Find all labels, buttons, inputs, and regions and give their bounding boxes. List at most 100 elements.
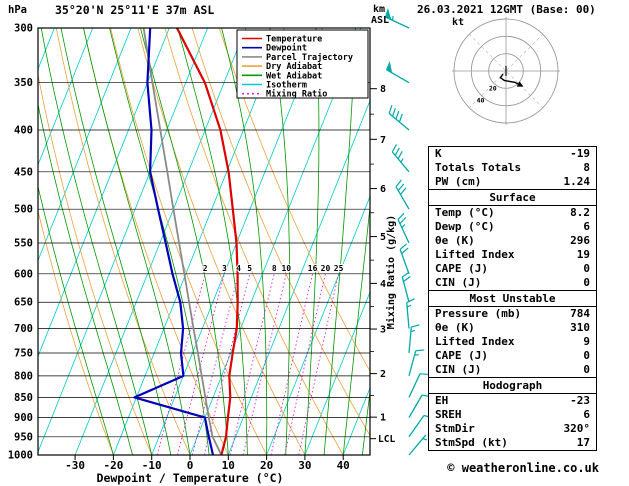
index-label: CIN (J)	[435, 276, 482, 289]
section-header: Surface	[429, 190, 596, 206]
index-row: StmSpd (kt) 17	[429, 436, 596, 450]
svg-text:25: 25	[334, 264, 344, 273]
station-title: 35°20'N 25°11'E 37m ASL	[55, 3, 215, 17]
index-value: 0	[583, 262, 590, 275]
index-value: -19	[570, 147, 590, 160]
index-label: Totals Totals	[435, 161, 522, 174]
svg-text:8: 8	[380, 84, 386, 95]
svg-text:700: 700	[14, 323, 33, 335]
svg-text:-10: -10	[142, 459, 162, 472]
wind-barb-column	[384, 7, 433, 456]
svg-text:-20: -20	[103, 459, 123, 472]
svg-text:3: 3	[222, 264, 227, 273]
svg-text:4: 4	[380, 279, 386, 290]
svg-text:2: 2	[380, 369, 386, 380]
svg-text:2: 2	[203, 264, 208, 273]
svg-text:10: 10	[281, 264, 291, 273]
legend-label: Wet Adiabat	[266, 70, 322, 81]
index-value: 6	[583, 220, 590, 233]
index-value: 9	[583, 335, 590, 348]
svg-text:16: 16	[308, 264, 318, 273]
index-label: CAPE (J)	[435, 349, 488, 362]
hodograph-unit-label: kt	[452, 17, 464, 28]
km-scale: 1 2 3 4 5 6 7 8	[370, 84, 386, 440]
index-row: K -19	[429, 147, 596, 161]
index-label: SREH	[435, 408, 462, 421]
copyright: © weatheronline.co.uk	[447, 461, 599, 475]
svg-text:850: 850	[14, 392, 33, 404]
wind-barb	[391, 144, 410, 173]
hodograph-ring	[488, 53, 524, 89]
skewt-canvas: 3003504004505005506006507007508008509009…	[8, 7, 433, 472]
svg-text:600: 600	[14, 268, 33, 280]
index-label: PW (cm)	[435, 175, 482, 188]
index-row: EH -23	[429, 394, 596, 408]
wind-barb	[399, 243, 410, 275]
indices-table: K -19 Totals Totals 8 PW (cm) 1.24 Surface Temp…	[428, 146, 597, 451]
svg-text:300: 300	[14, 23, 33, 35]
dewpoint-curve	[133, 28, 215, 455]
wind-barb	[384, 7, 410, 29]
index-label: CIN (J)	[435, 363, 482, 376]
skewt-chart: 3003504004505005506006507007508008509009…	[8, 4, 433, 485]
wind-barb	[408, 434, 428, 456]
svg-text:550: 550	[14, 237, 33, 249]
svg-text:20: 20	[321, 264, 331, 273]
svg-text:6: 6	[380, 184, 386, 195]
mixing-ratio-axis-label: Mixing Ratio (g/kg)	[385, 215, 397, 329]
index-label: θe (K)	[435, 234, 475, 247]
wind-barb	[397, 212, 410, 244]
svg-text:900: 900	[14, 412, 33, 424]
indices-section: K -19 Totals Totals 8 PW (cm) 1.24	[428, 146, 597, 190]
index-value: 1.24	[563, 175, 591, 188]
svg-text:20: 20	[489, 84, 497, 92]
indices-section: Surface Temp (°C) 8.2 Dewp (°C) 6 θe (K) 296 Li…	[428, 189, 597, 291]
km-axis-label-asl: ASL	[371, 15, 389, 26]
index-label: Pressure (mb)	[435, 307, 522, 320]
index-value: 0	[583, 349, 590, 362]
index-label: θe (K)	[435, 321, 475, 334]
wind-barb	[388, 105, 410, 131]
wind-barb	[385, 60, 410, 84]
svg-text:400: 400	[14, 125, 33, 137]
svg-text:750: 750	[14, 347, 33, 359]
section-header: Most Unstable	[429, 291, 596, 307]
index-row: CIN (J) 0	[429, 363, 596, 377]
wind-barb	[395, 179, 410, 210]
index-label: Dewp (°C)	[435, 220, 495, 233]
index-value: 0	[583, 363, 590, 376]
svg-text:7: 7	[380, 135, 386, 146]
svg-text:450: 450	[14, 166, 33, 178]
svg-text:5: 5	[247, 264, 252, 273]
index-row: Dewp (°C) 6	[429, 220, 596, 234]
svg-text:40: 40	[477, 97, 485, 105]
svg-text:20: 20	[260, 459, 273, 472]
index-row: Lifted Index 9	[429, 335, 596, 349]
hodograph-ring	[453, 18, 559, 124]
x-axis-label: Dewpoint / Temperature (°C)	[97, 471, 284, 485]
index-row: θe (K) 310	[429, 321, 596, 335]
legend-label: Parcel Trajectory	[266, 52, 353, 63]
index-row: Lifted Index 19	[429, 248, 596, 262]
wind-barb	[406, 298, 415, 329]
svg-text:-30: -30	[65, 459, 85, 472]
legend-label: Mixing Ratio	[266, 89, 327, 100]
index-row: CAPE (J) 0	[429, 262, 596, 276]
index-value: 784	[570, 307, 590, 320]
index-row: CAPE (J) 0	[429, 349, 596, 363]
svg-text:0: 0	[187, 459, 194, 472]
index-value: 296	[570, 234, 590, 247]
parcel-trajectory-curve	[142, 28, 223, 455]
hodograph-arrow	[516, 81, 524, 87]
wind-barb	[408, 324, 420, 354]
svg-text:950: 950	[14, 431, 33, 443]
km-axis-label-km: km	[373, 4, 385, 15]
index-value: 6	[583, 408, 590, 421]
hodograph-trace	[499, 73, 519, 85]
svg-text:8: 8	[272, 264, 277, 273]
index-row: θe (K) 296	[429, 234, 596, 248]
